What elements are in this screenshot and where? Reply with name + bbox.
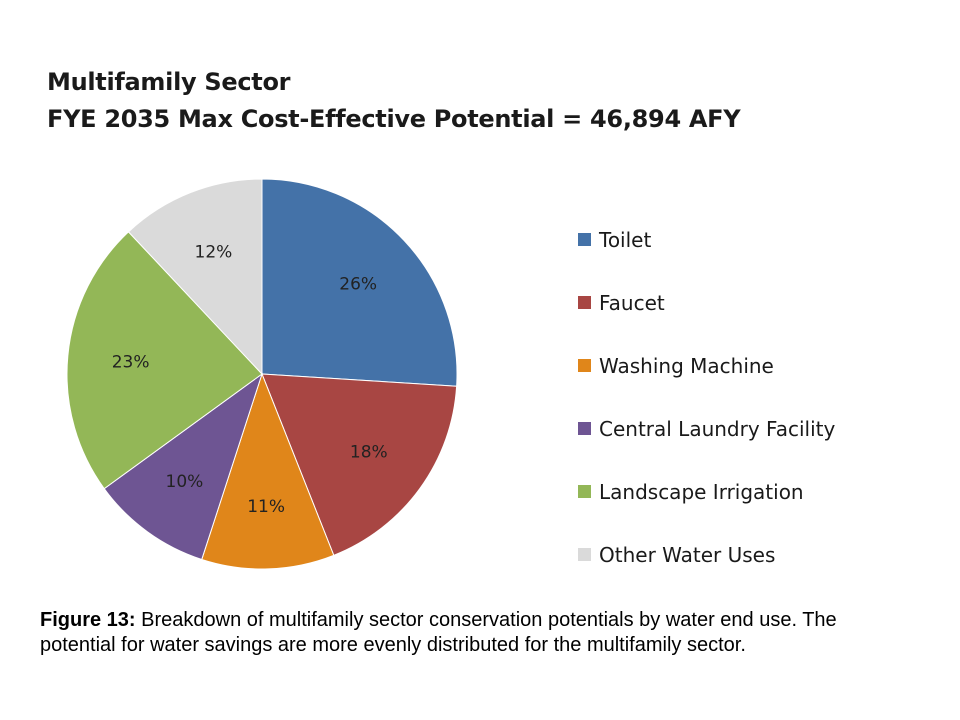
legend-swatch [578,422,591,435]
legend-swatch [578,485,591,498]
chart-subtitle: FYE 2035 Max Cost-Effective Potential = … [47,105,741,133]
pie-slice-central-laundry-facility [103,372,263,561]
legend-item-faucet: Faucet [578,271,835,334]
caption-label: Figure 13: [40,609,136,631]
pie-slice-toilet [261,178,458,387]
legend-label: Central Laundry Facility [599,416,836,441]
legend-swatch [578,233,591,246]
legend-item-washing-machine: Washing Machine [578,334,835,397]
caption-text: Breakdown of multifamily sector conserva… [40,609,837,656]
chart-title-block: Multifamily Sector FYE 2035 Max Cost-Eff… [47,64,741,138]
legend-item-landscape-irrigation: Landscape Irrigation [578,460,835,523]
pie-slice-faucet [261,373,458,556]
data-label-washing-machine: 11% [247,497,285,517]
legend: Toilet Faucet Washing Machine Central Laund… [578,208,835,586]
data-label-central-laundry-facility: 10% [166,472,204,492]
data-label-toilet: 26% [339,275,377,295]
legend-swatch [578,296,591,309]
legend-label: Toilet [599,227,652,252]
legend-label: Washing Machine [599,353,774,378]
pie-slice-washing-machine [201,372,335,570]
data-label-faucet: 18% [350,443,388,463]
chart-title: Multifamily Sector [47,68,291,96]
legend-swatch [578,359,591,372]
data-label-landscape-irrigation: 23% [112,353,150,373]
legend-label: Faucet [599,290,665,315]
pie-slice-landscape-irrigation [66,231,263,490]
legend-label: Landscape Irrigation [599,479,804,504]
data-label-other-water-uses: 12% [195,242,233,262]
legend-item-other-water-uses: Other Water Uses [578,523,835,586]
figure-caption: Figure 13: Breakdown of multifamily sect… [40,608,880,657]
legend-item-toilet: Toilet [578,208,835,271]
legend-item-central-laundry-facility: Central Laundry Facility [578,397,835,460]
legend-swatch [578,548,591,561]
pie-slice-other-water-uses [127,178,263,376]
legend-label: Other Water Uses [599,542,776,567]
